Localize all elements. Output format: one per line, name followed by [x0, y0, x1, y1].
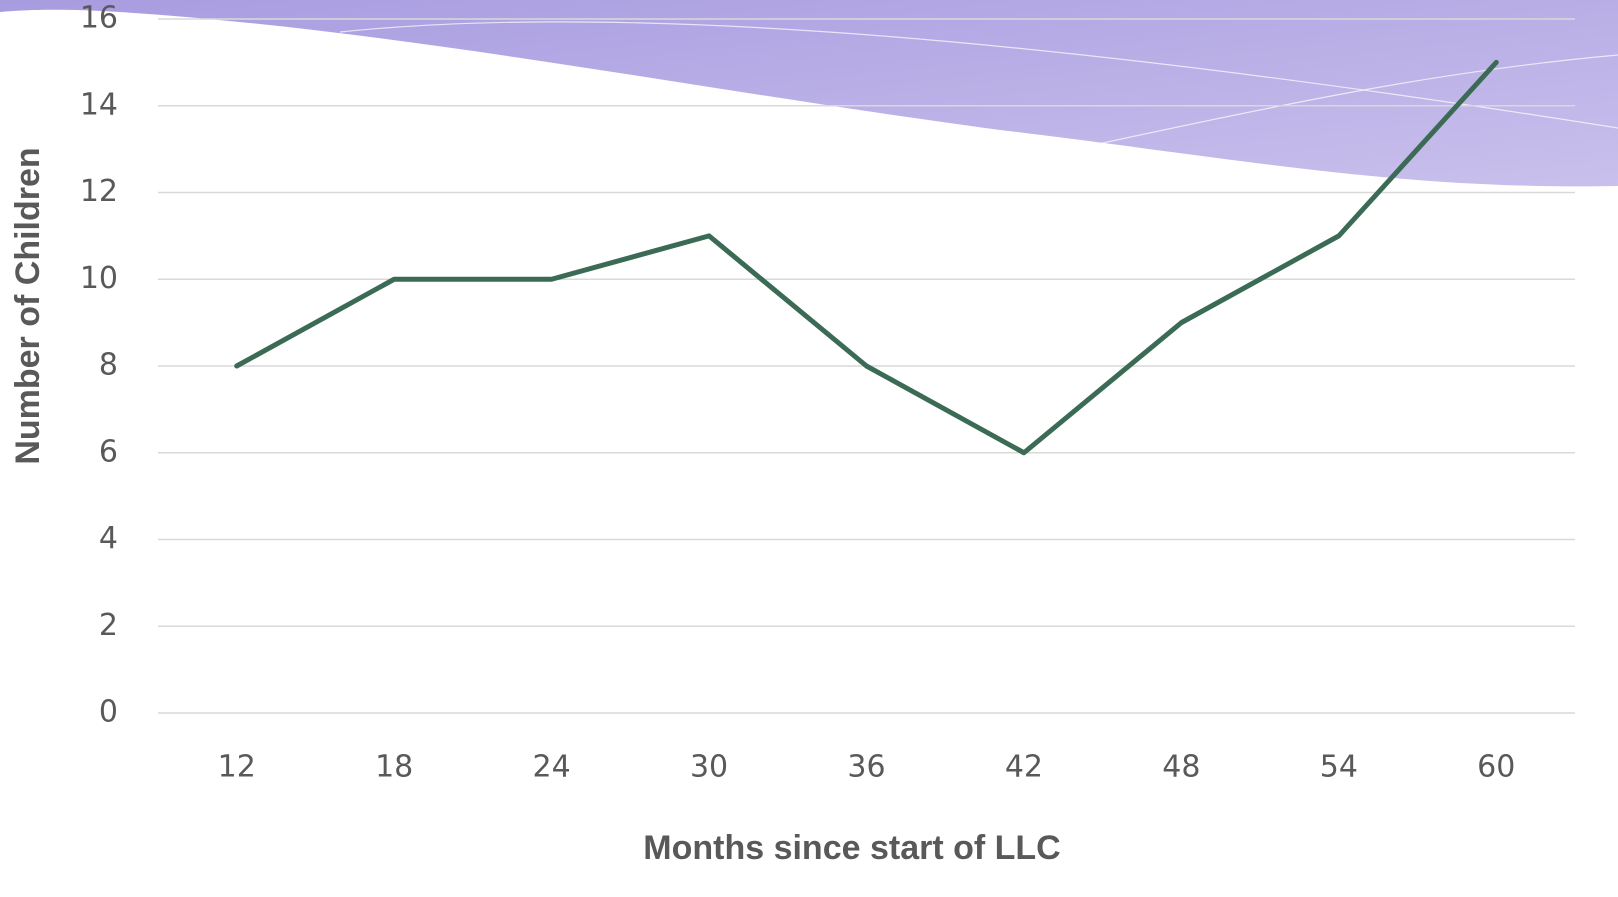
decorative-wave — [0, 0, 1618, 186]
x-tick-label: 24 — [533, 750, 571, 785]
y-tick-label: 4 — [99, 521, 118, 556]
x-tick-label: 54 — [1320, 750, 1358, 785]
y-tick-label: 14 — [80, 87, 118, 122]
x-tick-label: 18 — [375, 750, 413, 785]
y-tick-label: 16 — [80, 1, 118, 36]
y-tick-label: 2 — [99, 608, 118, 643]
chart: Months since start of LLC Number of Chil… — [0, 0, 1618, 897]
y-tick-label: 6 — [99, 434, 118, 469]
y-tick-label: 0 — [99, 695, 118, 730]
x-tick-label: 12 — [218, 750, 256, 785]
x-axis-title: Months since start of LLC — [643, 829, 1060, 867]
x-tick-label: 60 — [1477, 750, 1515, 785]
y-axis-title: Number of Children — [9, 147, 47, 464]
x-tick-label: 30 — [690, 750, 728, 785]
x-tick-label: 36 — [847, 750, 885, 785]
y-tick-label: 8 — [99, 348, 118, 383]
page: Months since start of LLC Number of Chil… — [0, 0, 1618, 897]
y-tick-label: 12 — [80, 174, 118, 209]
x-tick-label: 42 — [1005, 750, 1043, 785]
y-tick-label: 10 — [80, 261, 118, 296]
x-tick-label: 48 — [1162, 750, 1200, 785]
